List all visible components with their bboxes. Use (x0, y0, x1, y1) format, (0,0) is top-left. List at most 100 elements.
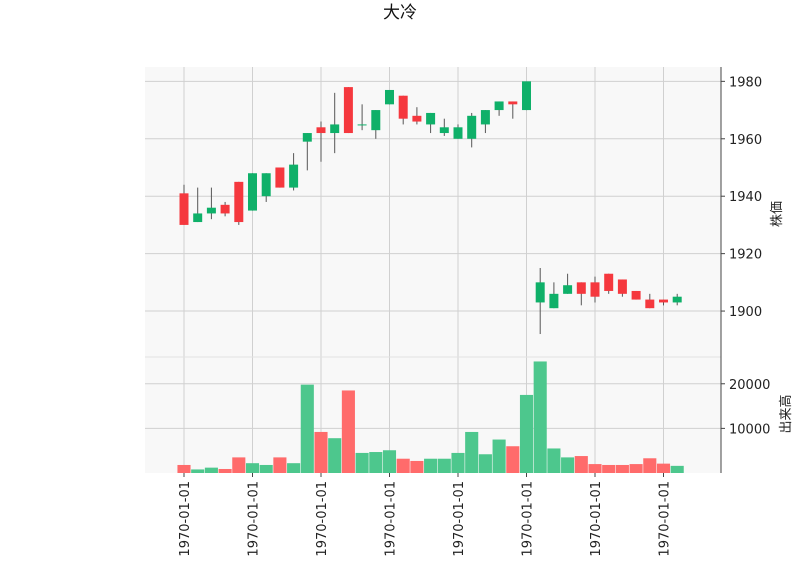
volume-bar (465, 431, 479, 473)
candle-body (590, 282, 600, 297)
price-axis-title: 株価 (770, 201, 785, 227)
candle-body (220, 204, 230, 214)
price-axis-ticks: 1900 1920 1940 1960 1980 (721, 75, 762, 320)
volume-bar (588, 464, 602, 473)
candle-body (357, 124, 367, 126)
volume-bar (218, 468, 232, 473)
candle-body (494, 101, 504, 111)
volume-bar (643, 458, 657, 473)
volume-bar (369, 452, 383, 473)
candle-body (234, 181, 244, 223)
volume-bar (506, 446, 520, 473)
volume-bar (287, 463, 301, 473)
volume-bar (492, 439, 506, 473)
candle-body (467, 115, 477, 139)
volume-tick-label: 10000 (729, 422, 770, 437)
candle-body (206, 207, 216, 214)
volume-bar (574, 456, 588, 473)
candle-body (398, 95, 408, 119)
candle-body (645, 299, 655, 309)
candle-body (412, 115, 422, 122)
volume-bar (561, 457, 575, 473)
price-tick-label: 1980 (729, 75, 762, 90)
candle-body (672, 296, 682, 303)
x-tick-label: 1970-01-01 (315, 481, 330, 557)
volume-tick-label: 20000 (729, 378, 770, 393)
candles (179, 81, 682, 335)
volume-bar (547, 448, 561, 473)
candle-body (604, 273, 614, 291)
volume-bar (424, 458, 438, 473)
x-tick-label: 1970-01-01 (521, 481, 536, 557)
volume-axis-ticks: 10000 20000 (721, 378, 770, 437)
volume-bar (396, 458, 410, 473)
candle-body (179, 193, 189, 225)
volume-bar (259, 464, 273, 473)
price-tick-label: 1940 (729, 190, 762, 205)
candle-body (261, 173, 271, 197)
candle-body (631, 290, 641, 300)
volume-bar (629, 464, 643, 473)
candle-body (343, 87, 353, 134)
volume-panel-background (145, 357, 721, 473)
volume-bar (314, 431, 328, 473)
volume-bar (300, 384, 314, 473)
candle-body (385, 89, 394, 105)
volume-bar (273, 457, 287, 473)
candle-body (275, 167, 285, 188)
volume-bar (382, 450, 397, 473)
x-tick-label: 1970-01-01 (452, 481, 467, 557)
volume-bar (451, 452, 465, 473)
candle-body (302, 133, 312, 142)
x-tick-label: 1970-01-01 (658, 481, 673, 557)
candle-body (535, 282, 545, 303)
candle-body (289, 164, 299, 188)
x-axis-ticks: 1970-01-01 1970-01-01 1970-01-01 1970-01-01… (178, 473, 673, 557)
candle-body (549, 293, 559, 309)
candle-body (248, 173, 257, 211)
volume-axis-title: 出来高 (778, 394, 794, 433)
price-panel-background (145, 67, 721, 357)
candle-body (453, 127, 463, 139)
candle-body (522, 81, 531, 111)
candle-body (439, 127, 449, 134)
candle-body (617, 279, 627, 294)
candle-body (659, 299, 668, 303)
volume-bar (341, 390, 355, 473)
candle-body (193, 213, 203, 223)
volume-bar (519, 394, 534, 473)
volume-bar (437, 458, 451, 473)
volume-bar (670, 465, 684, 473)
x-tick-label: 1970-01-01 (589, 481, 604, 557)
price-tick-label: 1960 (729, 133, 762, 148)
volume-bar (615, 464, 629, 473)
volume-bar (232, 457, 246, 473)
x-tick-label: 1970-01-01 (247, 481, 262, 557)
price-tick-label: 1920 (729, 248, 762, 263)
candle-body (563, 285, 573, 294)
candle-body (480, 110, 490, 125)
volume-bar (478, 454, 492, 473)
volume-bar (410, 460, 424, 473)
x-tick-label: 1970-01-01 (178, 481, 193, 557)
candle-body (316, 127, 326, 134)
volume-bar (191, 469, 205, 473)
x-tick-label: 1970-01-01 (384, 481, 399, 557)
candle-body (508, 101, 518, 105)
volume-bar (656, 463, 671, 473)
candle-body (330, 124, 340, 134)
volume-bar (177, 464, 191, 473)
volume-bar (533, 361, 547, 473)
volume-bar (245, 463, 260, 473)
volume-bar (204, 467, 218, 473)
candle-body (426, 112, 436, 125)
volume-bar (602, 464, 616, 473)
volume-bars (177, 361, 684, 473)
chart-title: 大冷 (383, 3, 417, 23)
candle-body (576, 282, 586, 294)
volume-bar (328, 438, 342, 473)
candle-body (371, 110, 381, 131)
volume-bar (355, 452, 369, 473)
price-tick-label: 1900 (729, 305, 762, 320)
